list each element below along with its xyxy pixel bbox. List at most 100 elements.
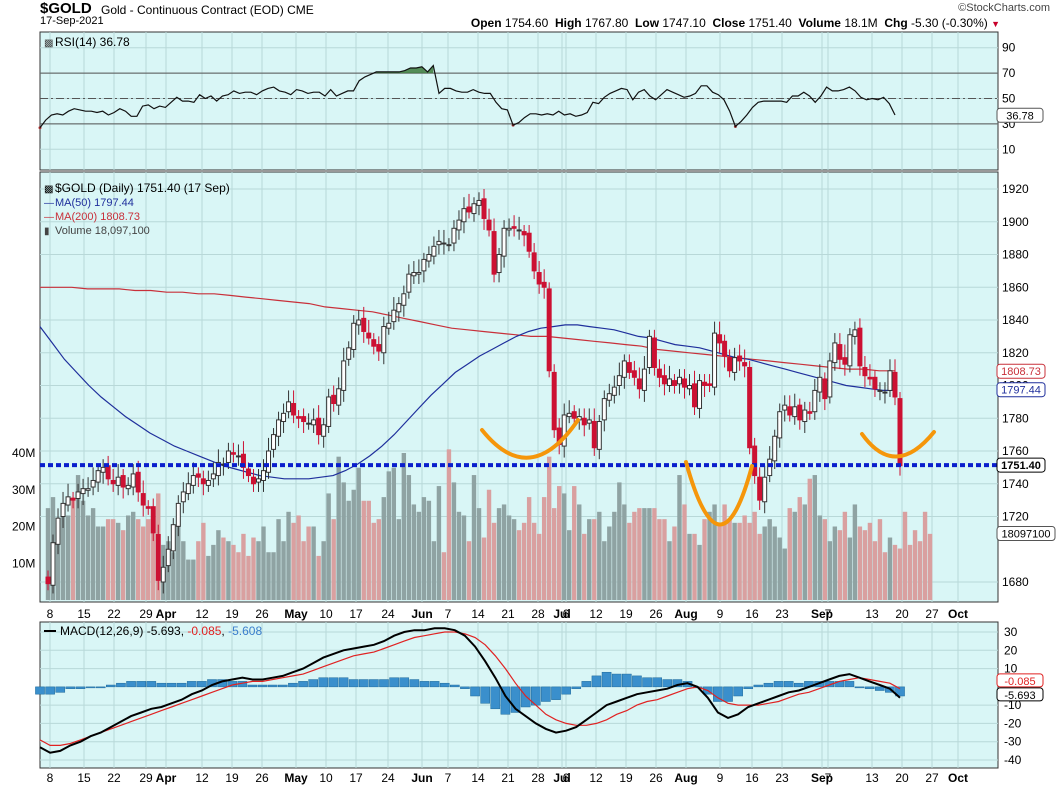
candle-body: [546, 288, 552, 372]
macd-x-tick-label: 19: [619, 771, 633, 785]
volume-label: Volume: [798, 16, 841, 30]
candle-body: [200, 478, 206, 485]
volume-value-label: 18097100: [1002, 528, 1051, 540]
candle-body: [476, 199, 482, 206]
candle-body: [245, 468, 251, 477]
volume-bar: [276, 519, 281, 600]
volume-y-tick-label: 10M: [12, 556, 35, 570]
candle-body: [351, 322, 357, 350]
candle-body: [802, 409, 808, 423]
candle-body: [321, 424, 327, 437]
volume-bar: [832, 526, 838, 600]
volume-bar: [376, 519, 381, 600]
price-x-tick-label: Jul: [553, 607, 570, 621]
volume-bar: [281, 541, 286, 600]
candle-body: [752, 445, 758, 477]
candle-body: [441, 242, 447, 245]
candle-body: [797, 404, 803, 421]
macd-histogram-bar: [490, 686, 501, 710]
volume-bar: [60, 508, 66, 600]
volume-bar: [516, 530, 522, 600]
volume-bar: [782, 548, 787, 600]
macd-y-tick-label: -40: [1004, 753, 1022, 767]
candle-body: [561, 414, 567, 447]
candle-body: [676, 376, 682, 385]
candle-body: [787, 406, 793, 416]
candle-body: [55, 517, 61, 545]
chart-date: 17-Sep-2021: [40, 15, 104, 27]
macd-y-tick-label: 10: [1004, 662, 1018, 676]
macd-x-tick-label: 24: [381, 771, 395, 785]
macd-histogram-bar: [743, 686, 754, 689]
macd-histogram-bar: [450, 684, 460, 688]
macd-legend-part: -0.085: [187, 624, 221, 638]
price-legend-item: $GOLD (Daily) 1751.40 (17 Sep): [55, 181, 230, 195]
brand-logo[interactable]: ©StockCharts.com: [958, 2, 1050, 14]
candle-body: [586, 419, 592, 424]
volume-bar: [456, 511, 462, 600]
candle-body: [857, 327, 863, 367]
volume-bar: [867, 522, 873, 600]
price-y-tick-label: 1880: [1002, 248, 1029, 262]
candle-body: [266, 450, 272, 473]
candle-body: [606, 393, 612, 401]
volume-bar: [551, 508, 557, 600]
candle-body: [60, 502, 66, 517]
price-x-tick-label: 20: [895, 607, 909, 621]
macd-x-tick-label: 7: [825, 771, 832, 785]
volume-bar: [181, 541, 186, 600]
candle-body: [611, 386, 617, 396]
candle-body: [210, 473, 216, 480]
price-x-tick-label: 19: [619, 607, 633, 621]
macd-x-tick-label: Sep: [811, 771, 833, 785]
price-x-tick-label: Sep: [811, 607, 833, 621]
candle-body: [175, 502, 181, 527]
candle-body: [120, 475, 126, 488]
high-value: 1767.80: [584, 16, 629, 30]
candle-body: [346, 347, 352, 360]
macd-histogram-bar: [176, 682, 187, 688]
candle-body: [230, 452, 236, 455]
candle-body: [641, 368, 647, 391]
candle-body: [215, 461, 221, 477]
volume-bar: [266, 552, 271, 600]
volume-bar: [722, 504, 727, 600]
price-x-tick-label: 13: [865, 607, 879, 621]
candle-body: [591, 421, 597, 449]
macd-x-tick-label: 14: [471, 771, 485, 785]
candle-body: [426, 254, 432, 262]
candle-body: [110, 479, 116, 485]
volume-bar: [151, 508, 156, 600]
candle-body: [471, 203, 477, 215]
volume-y-tick-label: 20M: [12, 520, 35, 534]
volume-bar: [226, 541, 231, 600]
macd-x-tick-label: Jun: [411, 771, 432, 785]
volume-bar: [662, 519, 667, 600]
macd-legend-part: -5.608: [228, 624, 262, 638]
candle-body: [361, 317, 367, 332]
ma200-line: [40, 286, 895, 372]
candle-body: [671, 380, 677, 386]
volume-bar: [917, 541, 923, 600]
price-x-tick-label: 7: [445, 607, 452, 621]
price-legend-item: MA(50) 1797.44: [55, 197, 134, 209]
volume-bar: [496, 508, 502, 600]
volume-bar: [401, 453, 407, 600]
candle-body: [887, 370, 893, 391]
volume-bar: [55, 544, 61, 600]
candle-body: [697, 380, 703, 409]
macd-x-tick-label: 12: [589, 771, 603, 785]
price-x-tick-label: 10: [319, 607, 333, 621]
rsi-legend: RSI(14) 36.78: [55, 35, 130, 49]
macd-value-label: -5.693: [1004, 690, 1035, 702]
macd-histogram-bar: [783, 681, 794, 688]
price-x-tick-label: 17: [349, 607, 363, 621]
volume-bar: [446, 449, 452, 600]
candle-body: [125, 484, 131, 490]
volume-bar: [617, 482, 622, 600]
candle-body: [877, 389, 883, 392]
volume-y-tick-label: 40M: [12, 446, 35, 460]
macd-histogram-bar: [763, 682, 774, 688]
chg-label: Chg: [884, 16, 908, 30]
